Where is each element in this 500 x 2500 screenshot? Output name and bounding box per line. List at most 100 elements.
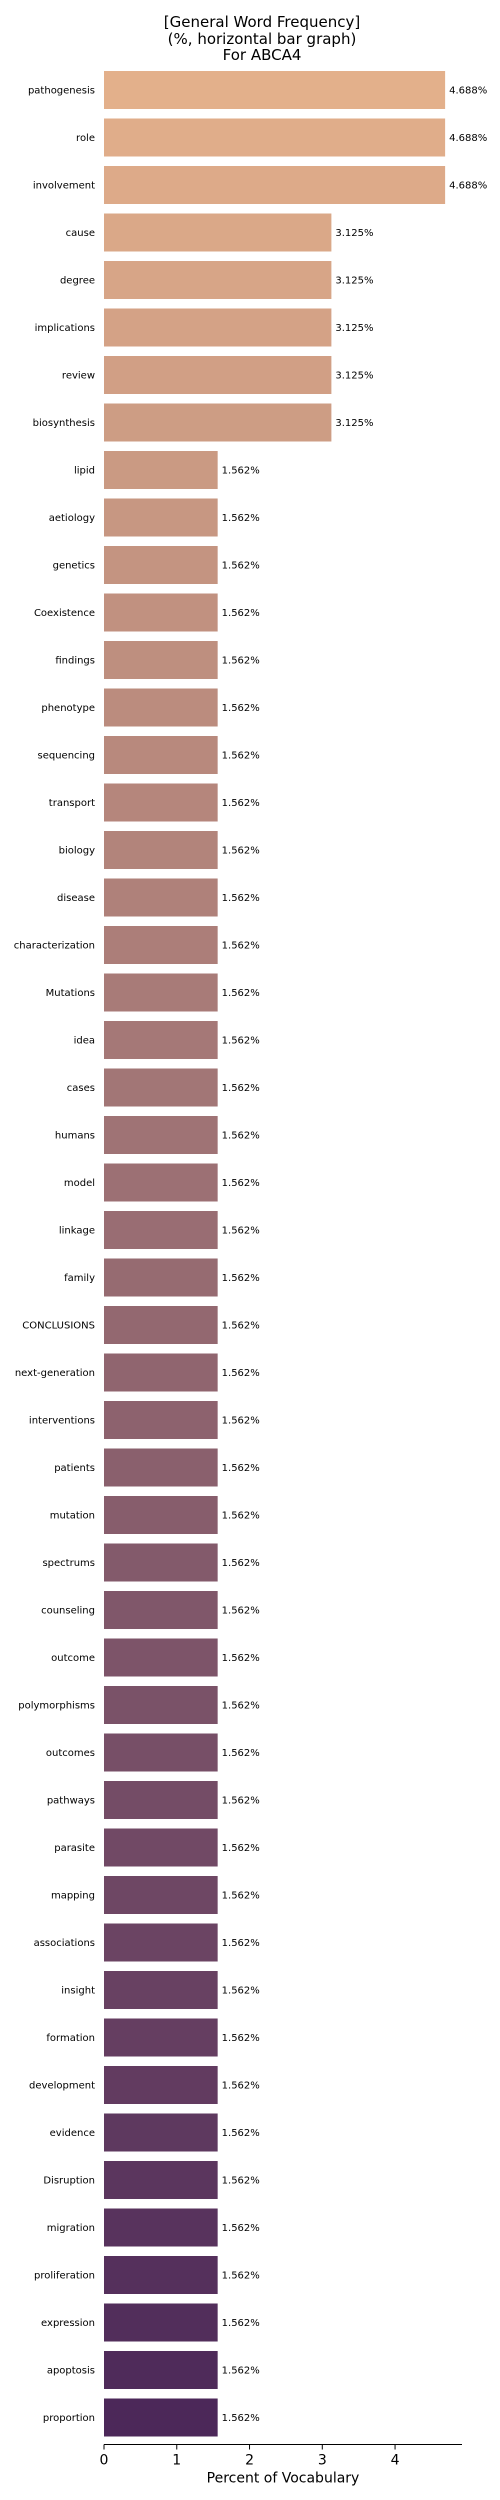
value-label: 1.562% <box>222 1891 260 1902</box>
bar-idea <box>104 1021 218 1059</box>
category-label: review <box>62 371 95 382</box>
value-label: 3.125% <box>335 276 373 287</box>
bar-disease <box>104 879 218 917</box>
category-label: CONCLUSIONS <box>22 1321 95 1332</box>
category-labels: pathogenesisroleinvolvementcausedegreeim… <box>14 86 95 2425</box>
value-label: 4.688% <box>449 133 487 144</box>
bar-counseling <box>104 1591 218 1629</box>
value-label: 1.562% <box>222 798 260 809</box>
category-label: biosynthesis <box>33 418 95 429</box>
bar-disruption <box>104 2161 218 2199</box>
x-tick-label: 4 <box>391 2453 400 2469</box>
bar-associations <box>104 1924 218 1962</box>
value-label: 1.562% <box>222 1083 260 1094</box>
category-label: lipid <box>74 466 95 477</box>
value-label: 3.125% <box>335 371 373 382</box>
bar-conclusions <box>104 1306 218 1344</box>
category-label: degree <box>60 276 95 287</box>
category-label: cases <box>67 1083 95 1094</box>
value-label: 1.562% <box>222 1511 260 1522</box>
bar-role <box>104 119 445 157</box>
x-tick-label: 1 <box>172 2453 181 2469</box>
bar-mutations <box>104 974 218 1012</box>
category-label: sequencing <box>38 751 96 762</box>
category-label: mutation <box>50 1511 95 1522</box>
value-label: 1.562% <box>222 2223 260 2234</box>
value-label: 1.562% <box>222 893 260 904</box>
bar-outcome <box>104 1639 218 1677</box>
value-label: 1.562% <box>222 751 260 762</box>
value-label: 1.562% <box>222 1938 260 1949</box>
bar-family <box>104 1259 218 1297</box>
category-label: transport <box>49 798 95 809</box>
bar-cases <box>104 1069 218 1107</box>
category-label: involvement <box>33 181 95 192</box>
bar-mutation <box>104 1496 218 1534</box>
bar-linkage <box>104 1211 218 1249</box>
category-label: family <box>64 1273 95 1284</box>
category-label: spectrums <box>42 1558 95 1569</box>
bar-biosynthesis <box>104 404 331 442</box>
category-label: insight <box>61 1986 95 1997</box>
category-label: counseling <box>41 1606 95 1617</box>
x-tick-label: 3 <box>318 2453 327 2469</box>
category-label: evidence <box>50 2128 95 2139</box>
bar-apoptosis <box>104 2351 218 2389</box>
value-label: 1.562% <box>222 466 260 477</box>
value-label: 1.562% <box>222 1843 260 1854</box>
bar-next-generation <box>104 1354 218 1392</box>
chart-title-line-3: For ABCA4 <box>223 46 302 64</box>
value-label: 1.562% <box>222 1558 260 1569</box>
value-label: 1.562% <box>222 1321 260 1332</box>
x-ticks: 0 1 2 3 4 <box>100 2445 400 2469</box>
value-label: 4.688% <box>449 86 487 97</box>
category-label: migration <box>47 2223 95 2234</box>
category-label: outcomes <box>46 1748 95 1759</box>
category-label: idea <box>74 1036 95 1047</box>
value-label: 1.562% <box>222 2081 260 2092</box>
category-label: polymorphisms <box>18 1701 95 1712</box>
bar-proliferation <box>104 2256 218 2294</box>
category-label: characterization <box>14 941 95 952</box>
bar-migration <box>104 2209 218 2247</box>
category-label: apoptosis <box>47 2366 95 2377</box>
value-label: 1.562% <box>222 1796 260 1807</box>
bar-characterization <box>104 926 218 964</box>
value-label: 1.562% <box>222 1178 260 1189</box>
bar-phenotype <box>104 689 218 727</box>
bar-findings <box>104 641 218 679</box>
category-label: expression <box>41 2318 95 2329</box>
value-label: 1.562% <box>222 1653 260 1664</box>
bar-parasite <box>104 1829 218 1867</box>
bar-pathways <box>104 1781 218 1819</box>
category-label: patients <box>54 1463 95 1474</box>
value-label: 1.562% <box>222 513 260 524</box>
x-tick-label: 2 <box>245 2453 254 2469</box>
value-label: 1.562% <box>222 2128 260 2139</box>
value-label: 1.562% <box>222 1226 260 1237</box>
category-label: parasite <box>54 1843 95 1854</box>
category-label: Coexistence <box>34 608 95 619</box>
bar-insight <box>104 1971 218 2009</box>
bar-coexistence <box>104 594 218 632</box>
category-label: pathways <box>47 1796 95 1807</box>
category-label: Disruption <box>43 2176 95 2187</box>
bar-degree <box>104 261 331 299</box>
bar-interventions <box>104 1401 218 1439</box>
x-axis-title: Percent of Vocabulary <box>207 2471 360 2487</box>
category-label: disease <box>57 893 95 904</box>
value-label: 1.562% <box>222 1416 260 1427</box>
bar-mapping <box>104 1876 218 1914</box>
value-label: 3.125% <box>335 228 373 239</box>
bar-genetics <box>104 546 218 584</box>
category-label: proliferation <box>34 2271 95 2282</box>
category-label: phenotype <box>41 703 95 714</box>
bar-expression <box>104 2304 218 2342</box>
value-label: 1.562% <box>222 1463 260 1474</box>
category-label: model <box>64 1178 95 1189</box>
value-label: 1.562% <box>222 2413 260 2424</box>
value-label: 1.562% <box>222 703 260 714</box>
bar-humans <box>104 1116 218 1154</box>
value-label: 1.562% <box>222 561 260 572</box>
